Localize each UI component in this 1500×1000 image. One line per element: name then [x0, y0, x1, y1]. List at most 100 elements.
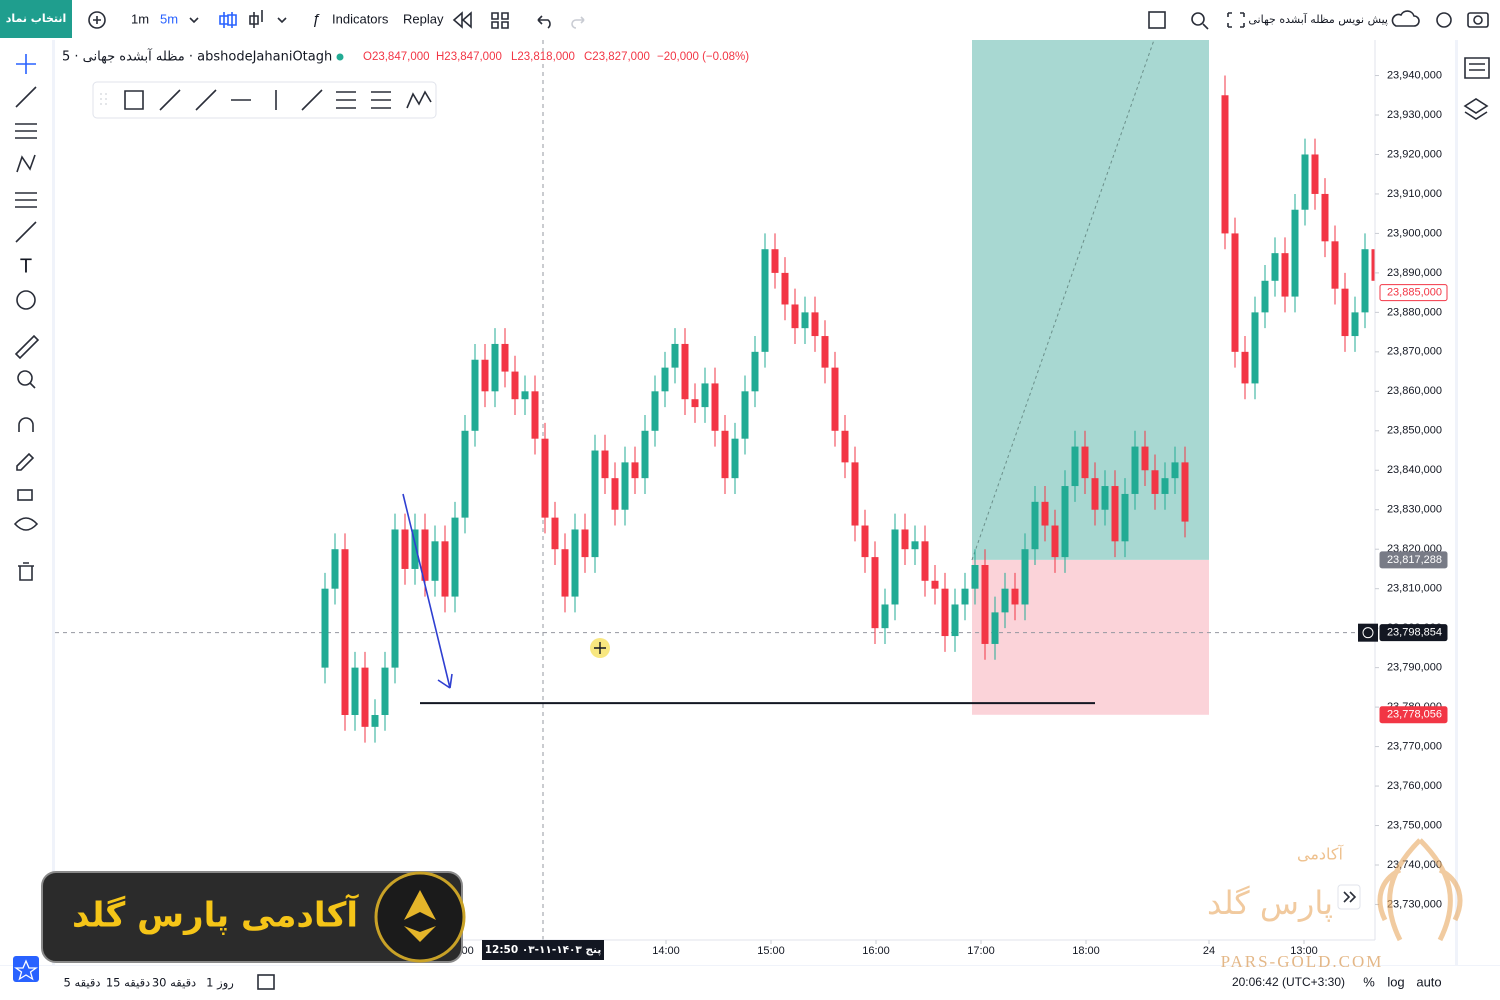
candle-body	[901, 529, 909, 550]
search-icon-handle	[1202, 23, 1209, 30]
rect-tool[interactable]	[124, 90, 144, 110]
text-tool[interactable]: T	[20, 255, 32, 277]
fib-channel-tool[interactable]	[371, 91, 391, 109]
candle-body	[921, 541, 929, 581]
fx-icon: ƒ	[312, 11, 320, 28]
range-button[interactable]: 1 روز	[206, 976, 234, 991]
range-button[interactable]: 15 دقیقه	[106, 976, 150, 990]
undo-icon[interactable]	[537, 15, 551, 29]
candle-body	[331, 549, 339, 589]
indicators-button[interactable]: Indicators	[332, 11, 389, 26]
watchlist-icon[interactable]	[1464, 57, 1490, 79]
cloud-icon[interactable]	[1391, 10, 1420, 27]
symbol-legend[interactable]: مظله آبشده جهانی · 5 · abshodeJahaniOtag…	[62, 48, 332, 65]
ray-tool[interactable]	[195, 89, 217, 111]
scroll-icon	[1343, 891, 1357, 903]
emoji-tool[interactable]	[16, 290, 36, 310]
trend-line-tool[interactable]	[15, 86, 37, 108]
dropdown-icon[interactable]	[277, 17, 287, 24]
candle-body	[391, 529, 399, 668]
hide-tool[interactable]	[13, 517, 39, 531]
lock-tool[interactable]	[17, 489, 33, 501]
candle-body	[1071, 446, 1079, 487]
chart-type-icon[interactable]	[219, 12, 237, 28]
candle-body	[831, 367, 839, 431]
candle-body	[701, 383, 709, 408]
x-tick-label: 17:00	[967, 945, 995, 957]
line-tool[interactable]	[159, 89, 181, 111]
bar-type-icon[interactable]	[249, 10, 263, 28]
zoom-tool[interactable]	[17, 370, 33, 386]
candle-body	[551, 517, 559, 550]
candle-body	[501, 343, 509, 372]
replay-icon[interactable]	[452, 11, 472, 29]
crosshair-tool[interactable]	[16, 54, 36, 74]
log-toggle[interactable]: log	[1387, 974, 1404, 989]
symbol-button[interactable]	[0, 0, 72, 38]
candle-body	[871, 557, 879, 629]
percent-toggle[interactable]: %	[1363, 974, 1375, 989]
settings-icon[interactable]	[1436, 12, 1452, 28]
candle-body	[791, 304, 799, 329]
layers-icon[interactable]	[1463, 98, 1489, 120]
candle-body	[1181, 462, 1189, 522]
range-button[interactable]: 30 دقیقه	[152, 976, 196, 990]
interval-1m[interactable]: 1m	[131, 11, 149, 26]
candle-body	[1281, 253, 1289, 297]
parallel-tool[interactable]	[301, 89, 323, 111]
candle-body	[1101, 486, 1109, 510]
symbol-button-label[interactable]: انتخاب نماد	[6, 12, 67, 25]
delete-tool[interactable]	[18, 562, 34, 581]
y-tick-label: 23,850,000	[1387, 425, 1442, 437]
lock-drawing-tool[interactable]	[16, 452, 35, 471]
redo-icon[interactable]	[571, 16, 585, 29]
candle-body	[661, 367, 669, 392]
crosshair-time-label: پنج ۱۴۰۳-۱۱-۰۳ 12:50	[485, 944, 602, 956]
candle-body	[601, 450, 609, 479]
candle-body	[1171, 462, 1179, 479]
watchlist-button[interactable]	[13, 956, 39, 982]
layout-icon[interactable]	[491, 12, 509, 29]
calendar-icon[interactable]	[257, 974, 275, 990]
candle-body	[851, 462, 859, 526]
camera-icon[interactable]	[1467, 12, 1489, 28]
interval-5m[interactable]: 5m	[160, 11, 178, 26]
candle-body	[401, 529, 409, 569]
candle-body	[1061, 486, 1069, 558]
candle-body	[751, 351, 759, 392]
candle-body	[1331, 241, 1339, 289]
add-icon[interactable]	[88, 11, 106, 29]
draft-title[interactable]: پیش نویس مظله آبشده جهانی	[1248, 12, 1388, 26]
magnet-tool[interactable]	[18, 417, 34, 432]
replay-button[interactable]: Replay	[403, 11, 444, 26]
forecast-tool[interactable]	[15, 192, 37, 208]
fib-tool[interactable]	[15, 123, 37, 139]
candle-body	[1301, 154, 1309, 210]
auto-toggle[interactable]: auto	[1416, 974, 1441, 989]
pattern-tool[interactable]	[16, 154, 36, 173]
drag-handle[interactable]	[100, 93, 107, 107]
plot-area	[55, 40, 1375, 940]
candle-body	[421, 529, 429, 581]
candle-body	[361, 667, 369, 727]
candle-body	[1111, 486, 1119, 542]
search-icon[interactable]	[1191, 12, 1205, 26]
x-tick-label: 16:00	[862, 945, 890, 957]
candle-body	[711, 383, 719, 431]
y-tick-label: 23,810,000	[1387, 583, 1442, 595]
brush-tool[interactable]	[15, 221, 37, 243]
legend-low: L23,818,000	[511, 51, 575, 63]
candle-body	[971, 565, 979, 589]
wave-tool[interactable]	[406, 90, 432, 109]
pitchfork-tool[interactable]	[336, 91, 356, 109]
candle-body	[761, 249, 769, 352]
y-tick-label: 23,900,000	[1387, 227, 1442, 239]
candle-body	[1051, 525, 1059, 558]
expand-icon[interactable]	[1227, 12, 1245, 28]
range-button[interactable]: 5 دقیقه	[63, 976, 100, 990]
ruler-tool[interactable]	[14, 334, 40, 360]
dropdown-icon[interactable]	[189, 17, 199, 24]
fullscreen-box-icon[interactable]	[1148, 11, 1166, 29]
candle-body	[381, 667, 389, 715]
